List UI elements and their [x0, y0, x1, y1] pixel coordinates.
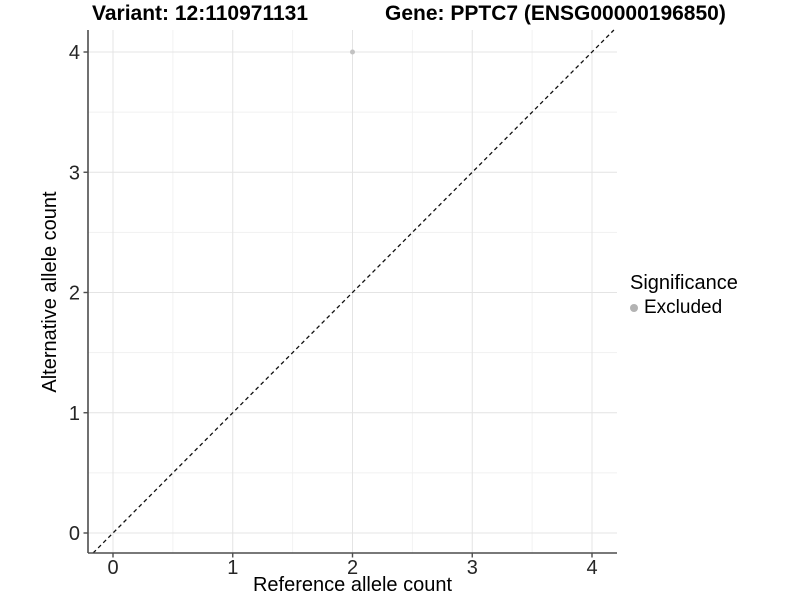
legend-title: Significance	[630, 272, 738, 294]
variant-title: Variant: 12:110971131	[92, 2, 309, 25]
gene-title: Gene: PPTC7 (ENSG00000196850)	[385, 2, 726, 25]
x-tick-label: 0	[107, 557, 118, 579]
x-tick-label: 3	[467, 557, 478, 579]
identity-line	[92, 29, 615, 554]
data-point	[350, 49, 355, 55]
legend-key-dot-icon	[630, 304, 638, 312]
y-tick-label: 0	[69, 523, 80, 545]
legend-item-label: Excluded	[644, 297, 723, 318]
y-axis-title: Alternative allele count	[39, 191, 61, 393]
legend-item-excluded: Excluded	[630, 297, 738, 319]
y-tick-label: 3	[69, 162, 80, 184]
x-axis-title: Reference allele count	[252, 574, 452, 596]
y-tick-label: 2	[69, 283, 80, 305]
x-tick-label: 2	[347, 557, 358, 579]
y-tick-label: 4	[69, 42, 80, 64]
y-tick-label: 1	[69, 403, 80, 425]
x-tick-label: 1	[227, 557, 238, 579]
x-tick-label: 4	[586, 557, 597, 579]
legend: Significance Excluded	[630, 272, 738, 319]
